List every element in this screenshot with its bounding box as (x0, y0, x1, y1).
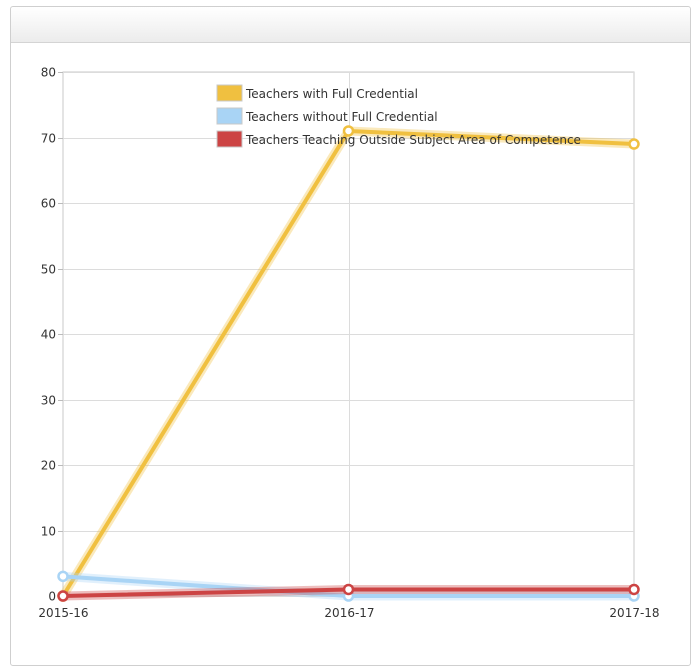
data-point[interactable] (342, 583, 355, 596)
axes: 0 10 20 30 40 50 60 70 80 2015-16 2016-17 2017-18 (38, 66, 659, 621)
legend-swatch (216, 84, 243, 102)
y-tick-label: 20 (41, 459, 56, 473)
y-tick-label: 80 (41, 66, 56, 80)
line-chart: 0 10 20 30 40 50 60 70 80 2015-16 2016-17 2017-18 T… (38, 66, 659, 621)
chart-panel (10, 6, 691, 666)
y-tick-label: 50 (41, 263, 56, 277)
data-point[interactable] (57, 570, 69, 583)
legend-label: Teachers without Full Credential (245, 110, 438, 124)
y-tick-label: 40 (41, 328, 56, 342)
legend-item[interactable]: Teachers with Full Credential (216, 84, 418, 102)
y-tick-label: 30 (41, 394, 56, 408)
y-tick-label: 0 (48, 590, 56, 604)
legend-swatch (216, 107, 243, 125)
panel-header (11, 7, 690, 43)
series-lines (57, 125, 640, 602)
x-tick-label: 2016-17 (324, 606, 374, 620)
series-line-shadow (58, 126, 639, 601)
legend: Teachers with Full Credential Teachers wi… (216, 84, 581, 148)
x-tick-label: 2017-18 (609, 606, 659, 620)
series-3 (57, 583, 640, 602)
legend-item[interactable]: Teachers without Full Credential (216, 107, 438, 125)
series-1 (57, 125, 640, 602)
y-tick-label: 60 (41, 197, 56, 211)
legend-label: Teachers with Full Credential (245, 87, 418, 101)
legend-swatch (216, 130, 243, 148)
legend-label: Teachers Teaching Outside Subject Area o… (245, 133, 581, 147)
data-point[interactable] (628, 583, 640, 596)
legend-item[interactable]: Teachers Teaching Outside Subject Area o… (216, 130, 581, 148)
y-tick-label: 10 (41, 525, 56, 539)
data-point[interactable] (342, 125, 355, 137)
data-point[interactable] (57, 590, 69, 602)
x-tick-label: 2015-16 (38, 606, 88, 620)
y-tick-label: 70 (41, 132, 56, 146)
grid (62, 71, 635, 597)
data-point[interactable] (628, 138, 640, 150)
series-line (61, 128, 636, 598)
